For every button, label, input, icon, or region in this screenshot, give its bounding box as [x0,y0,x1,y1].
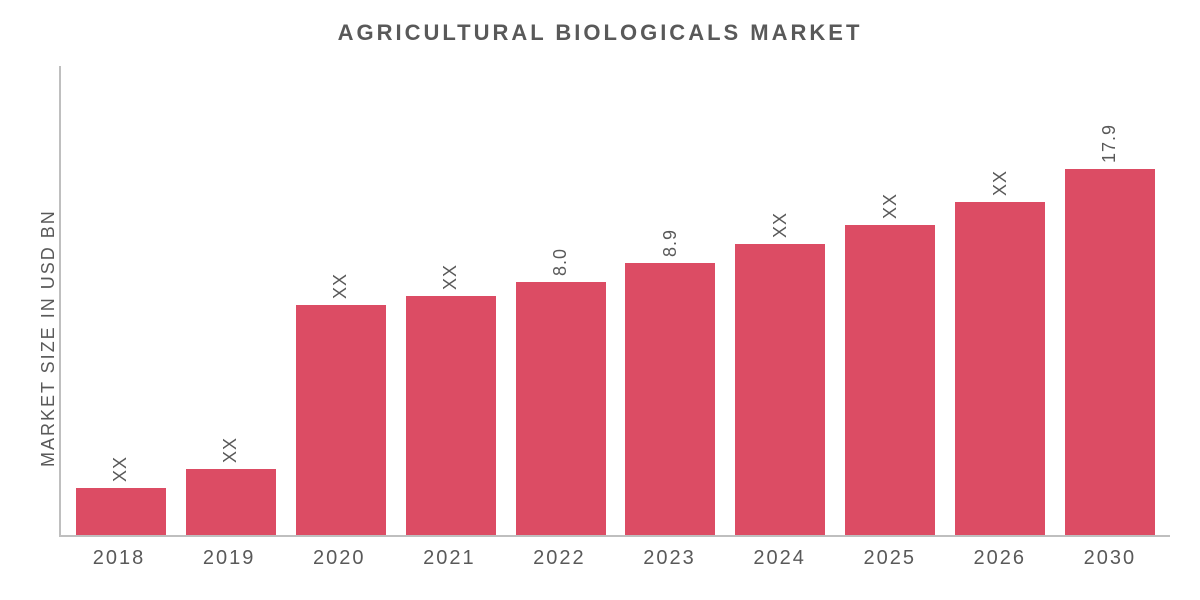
x-axis-label: 2023 [625,547,715,570]
x-axis-label: 2026 [955,547,1045,570]
bar-group: XX [955,66,1045,535]
x-axis-label: 2019 [184,547,274,570]
x-axis-label: 2030 [1065,547,1155,570]
bar [296,305,386,535]
chart-title: AGRICULTURAL BIOLOGICALS MARKET [338,20,863,46]
y-axis-label: MARKET SIZE IN USD BN [30,66,59,570]
bar-group: XX [735,66,825,535]
bar [1065,169,1155,535]
bar-value-label: 17.9 [1099,124,1120,163]
bar-value-label: XX [330,273,351,299]
x-axis-label: 2018 [74,547,164,570]
bar-group: XX [296,66,386,535]
plot-area: XX XX XX XX 8.0 8.9 XX XX XX 17.9 2018 2019 2020 202… [59,66,1170,570]
x-axis-labels: 2018 2019 2020 2021 2022 2023 2024 2025 2026 2030 [59,537,1170,570]
bar-value-label: XX [770,212,791,238]
x-axis-label: 2021 [404,547,494,570]
bar-group: XX [406,66,496,535]
x-axis-label: 2024 [735,547,825,570]
bar [845,225,935,535]
bar-value-label: XX [220,437,241,463]
x-axis-label: 2020 [294,547,384,570]
bar-value-label: XX [110,456,131,482]
bar-group: XX [76,66,166,535]
bar-group: 8.9 [625,66,715,535]
bar-value-label: XX [880,193,901,219]
chart-container: AGRICULTURAL BIOLOGICALS MARKET MARKET S… [0,0,1200,600]
bars-region: XX XX XX XX 8.0 8.9 XX XX XX 17.9 [59,66,1170,537]
bar-value-label: 8.0 [550,248,571,276]
plot-wrapper: MARKET SIZE IN USD BN XXXXXXXX8.08.9XXXX… [30,66,1170,570]
bar [955,202,1045,535]
bar-group: XX [845,66,935,535]
bar [735,244,825,535]
bar [76,488,166,535]
bar [516,282,606,535]
bar-value-label: XX [990,170,1011,196]
bar [406,296,496,535]
bar-group: 17.9 [1065,66,1155,535]
bar-group: XX [186,66,276,535]
bar-value-label: XX [440,264,461,290]
bar [625,263,715,535]
x-axis-label: 2025 [845,547,935,570]
bar-value-label: 8.9 [660,229,681,257]
x-axis-label: 2022 [514,547,604,570]
bar [186,469,276,535]
bar-group: 8.0 [516,66,606,535]
